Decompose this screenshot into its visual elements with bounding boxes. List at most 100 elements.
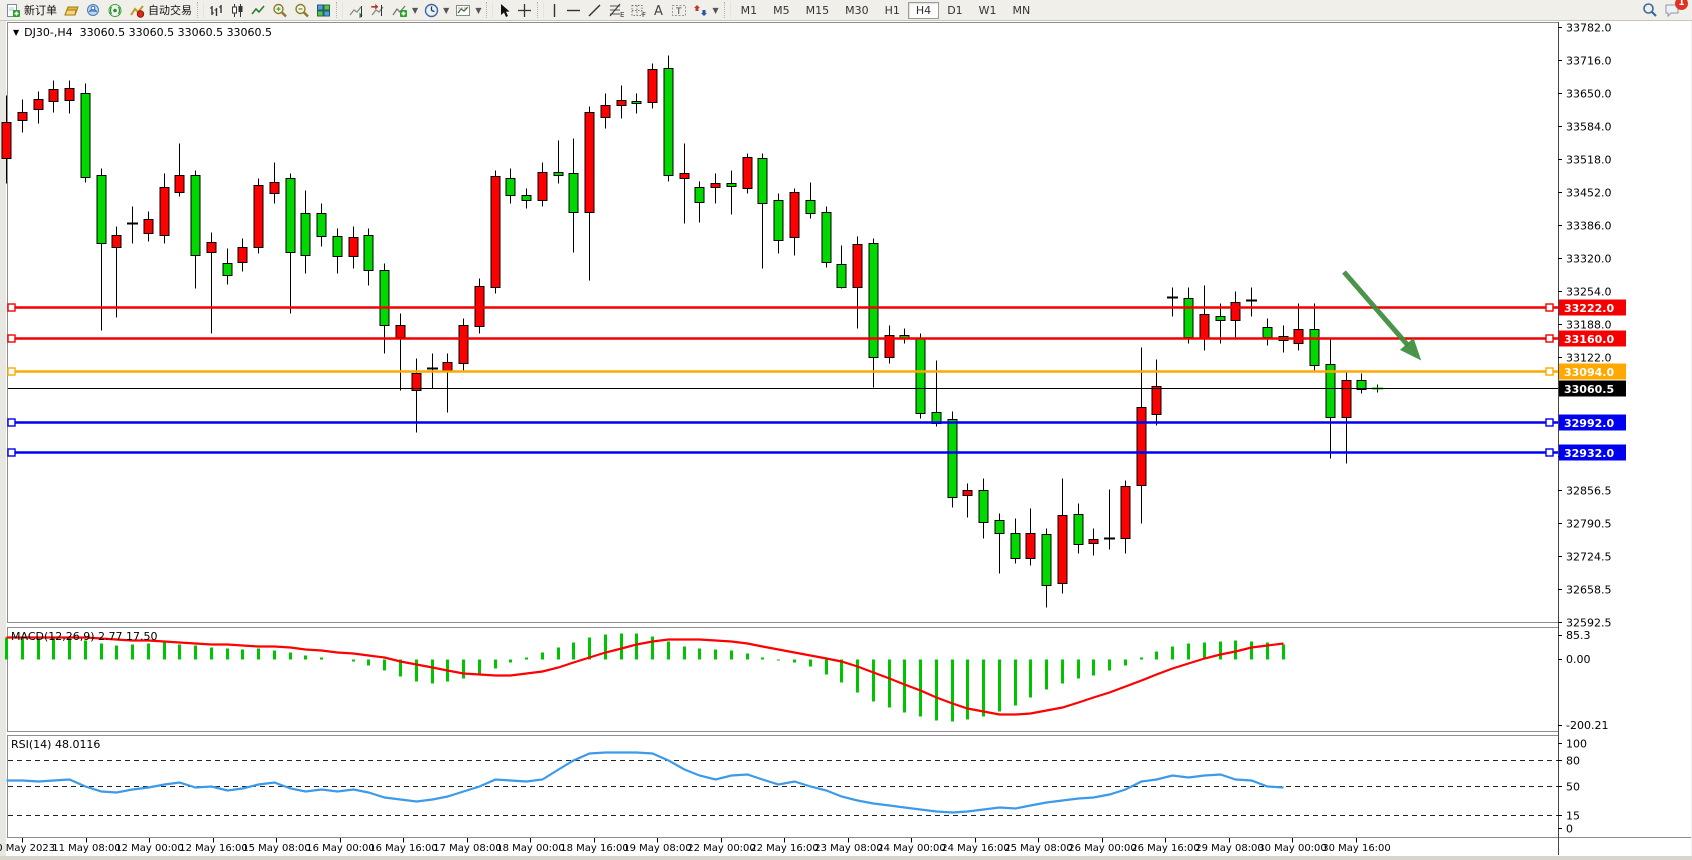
grid-tool[interactable]: F (627, 1, 649, 19)
chart-shift-icon (370, 3, 386, 18)
main-toolbar: 新订单 自动交易 (0, 0, 1692, 21)
chevron-down-icon[interactable]: ▼ (13, 28, 20, 37)
market-watch-button[interactable] (82, 1, 104, 19)
bear-candle (978, 490, 989, 523)
bear-candle (994, 520, 1005, 534)
date-label: 22 May 16:00 (750, 843, 819, 854)
text-tool[interactable]: A (649, 1, 668, 19)
bull-candle (411, 373, 422, 391)
price-tick: 33188.0 (1566, 319, 1612, 332)
dropdown-caret: ▼ (712, 5, 719, 15)
cursor-tool-button[interactable] (495, 1, 514, 19)
date-label: 22 May 00:00 (687, 843, 756, 854)
date-label: 26 May 16:00 (1131, 843, 1200, 854)
arrows-tool[interactable]: ▼ (690, 1, 721, 19)
zoom-out-icon (294, 3, 310, 18)
bear-candle (1183, 298, 1194, 338)
rsi-scale-tick: 50 (1566, 781, 1580, 794)
svg-text:F: F (642, 11, 646, 18)
line-handle (7, 448, 16, 457)
trendline-icon (587, 3, 602, 18)
tf-m1[interactable]: M1 (740, 3, 758, 17)
macd-scale-tick: 0.00 (1566, 653, 1591, 666)
candlestick-chart-button[interactable] (227, 1, 248, 19)
tf-h1[interactable]: H1 (884, 3, 900, 17)
macd-scale-tick: -200.21 (1566, 719, 1608, 732)
candlestick-chart-icon (230, 3, 245, 18)
vertical-line-tool[interactable] (546, 1, 563, 19)
tf-d1[interactable]: D1 (947, 3, 963, 17)
bear-candle (553, 172, 564, 176)
zoom-out-button[interactable] (291, 1, 313, 19)
new-order-button[interactable]: 新订单 (3, 1, 60, 19)
date-label: 25 May 08:00 (1004, 843, 1073, 854)
line-handle (7, 303, 16, 312)
bull-candle (1088, 539, 1099, 544)
bull-candle (852, 244, 863, 288)
date-label: 16 May 00:00 (306, 843, 375, 854)
tf-m15[interactable]: M15 (805, 3, 830, 17)
bull-candle (348, 237, 359, 257)
bull-candle (962, 490, 973, 496)
indicators-button[interactable]: ▼ (389, 1, 421, 19)
tf-mn[interactable]: MN (1012, 3, 1031, 17)
dropdown-caret: ▼ (412, 5, 419, 15)
periods-button[interactable]: ▼ (421, 1, 452, 19)
bear-candle (1309, 329, 1320, 366)
bar-chart-button[interactable] (206, 1, 227, 19)
search-button[interactable] (1639, 1, 1661, 19)
chart-shift-button[interactable] (367, 1, 389, 19)
text-label-tool[interactable]: T (668, 1, 690, 19)
templates-button[interactable]: ▼ (452, 1, 484, 19)
bear-candle (1041, 534, 1052, 586)
chart-title: ▼ DJ30-,H4 33060.5 33060.5 33060.5 33060.… (13, 26, 272, 39)
tf-m30[interactable]: M30 (845, 3, 869, 17)
indicators-icon (392, 3, 408, 18)
fibonacci-tool[interactable]: E (605, 1, 627, 19)
bear-candle (631, 101, 642, 104)
bear-candle (505, 178, 516, 196)
price-tick: 32790.5 (1566, 518, 1612, 531)
price-tick: 33518.0 (1566, 154, 1612, 167)
date-label: 29 May 08:00 (1195, 843, 1264, 854)
bull-candle (48, 89, 59, 102)
auto-trading-button[interactable]: 自动交易 (126, 1, 195, 19)
panel-chrome (6, 21, 1691, 856)
profiles-button[interactable] (60, 1, 82, 19)
bull-candle (1230, 302, 1241, 321)
horizontal-line-tool[interactable] (563, 1, 584, 19)
tf-h4[interactable]: H4 (907, 1, 940, 19)
date-label: 16 May 16:00 (369, 843, 438, 854)
notifications-button[interactable]: 1 (1661, 0, 1688, 19)
date-label: 18 May 16:00 (560, 843, 629, 854)
price-tick: 33452.0 (1566, 187, 1612, 200)
bear-candle (805, 200, 816, 214)
tf-w1[interactable]: W1 (978, 3, 997, 17)
auto-scroll-button[interactable] (345, 1, 367, 19)
tile-windows-button[interactable] (313, 1, 334, 19)
line-handle (7, 334, 16, 343)
bull-candle (64, 88, 75, 101)
trendline-tool[interactable] (584, 1, 605, 19)
price-tick: 33386.0 (1566, 220, 1612, 233)
price-tick: 32658.5 (1566, 584, 1612, 597)
signals-icon (107, 3, 123, 18)
notification-count-badge: 1 (1675, 0, 1688, 10)
crosshair-tool-button[interactable] (514, 1, 535, 19)
date-label: 12 May 00:00 (115, 843, 184, 854)
annotation-arrow[interactable] (1342, 270, 1422, 361)
svg-text:33160.0: 33160.0 (1564, 333, 1614, 346)
auto-scroll-icon (348, 3, 364, 18)
line-chart-button[interactable] (248, 1, 269, 19)
signals-button[interactable] (104, 1, 126, 19)
tf-m5[interactable]: M5 (773, 3, 790, 17)
bear-candle (568, 173, 579, 213)
bear-candle (757, 158, 768, 204)
level-price-label (1559, 380, 1626, 397)
date-label: 11 May 08:00 (52, 843, 121, 854)
level-lines: 33222.0 33160.0 33094.0 33060.5 32992.0 32932… (7, 299, 1626, 461)
zoom-in-button[interactable] (269, 1, 291, 19)
line-handle (7, 367, 16, 376)
